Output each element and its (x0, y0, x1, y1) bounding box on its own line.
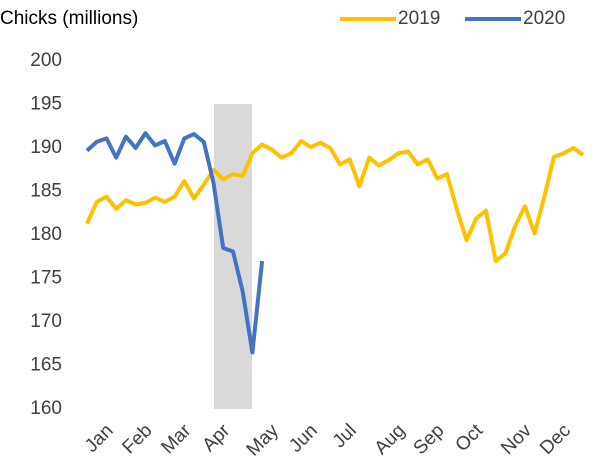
y-tick-label: 165 (30, 355, 62, 376)
x-tick-label: Dec (536, 420, 575, 459)
x-tick-label: Nov (497, 420, 536, 459)
x-tick-label: Oct (452, 420, 488, 456)
series-line (85, 131, 265, 355)
legend-label: 2020 (523, 8, 565, 29)
x-tick-label: Apr (199, 420, 235, 456)
x-tick-label: Mar (157, 420, 195, 458)
x-tick-label: Jul (329, 420, 361, 452)
legend-label: 2019 (398, 8, 440, 29)
y-tick-label: 195 (30, 94, 62, 115)
y-tick-label: 190 (30, 137, 62, 158)
x-tick-label: Jun (285, 420, 322, 457)
x-tick-label: Sep (410, 420, 449, 459)
y-tick-label: 175 (30, 268, 62, 289)
y-tick-label: 180 (30, 224, 62, 245)
chart-title: Chicks (millions) (0, 8, 138, 29)
y-tick-label: 185 (30, 181, 62, 202)
x-tick-label: May (243, 420, 284, 461)
y-tick-label: 200 (30, 50, 62, 71)
y-tick-label: 160 (30, 398, 62, 419)
x-tick-label: Feb (118, 420, 156, 458)
x-tick-label: Jan (81, 420, 118, 457)
y-tick-label: 170 (30, 311, 62, 332)
x-tick-label: Aug (371, 420, 410, 459)
series-line (85, 139, 585, 264)
